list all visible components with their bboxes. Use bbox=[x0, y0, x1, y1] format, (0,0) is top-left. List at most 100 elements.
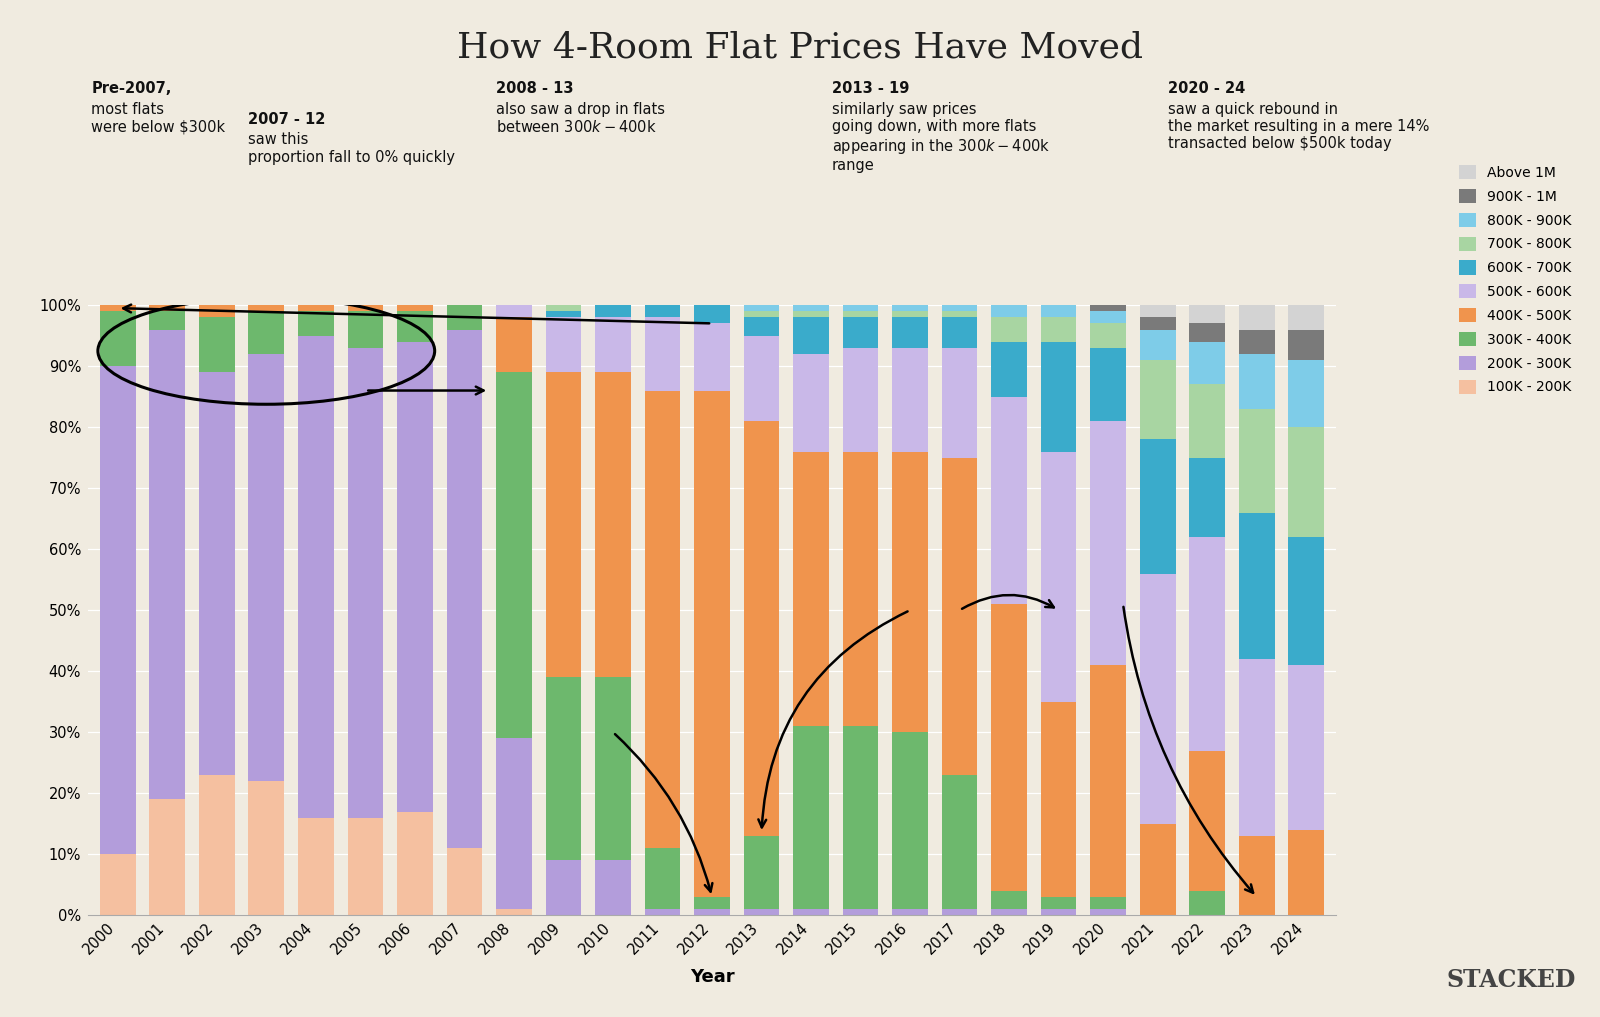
Bar bbox=[942, 458, 978, 775]
Bar bbox=[992, 604, 1027, 891]
Text: 2007 - 12: 2007 - 12 bbox=[248, 112, 325, 127]
Bar bbox=[248, 354, 285, 781]
Bar bbox=[694, 897, 730, 909]
Bar bbox=[744, 336, 779, 421]
Bar bbox=[893, 311, 928, 317]
Bar bbox=[992, 397, 1027, 604]
Bar bbox=[843, 909, 878, 915]
Bar bbox=[99, 854, 136, 915]
Bar bbox=[1042, 909, 1077, 915]
Bar bbox=[1238, 354, 1275, 409]
Bar bbox=[843, 305, 878, 311]
Bar bbox=[1090, 323, 1126, 348]
Bar bbox=[992, 317, 1027, 342]
Bar bbox=[942, 317, 978, 348]
Bar bbox=[992, 891, 1027, 909]
Bar bbox=[1090, 348, 1126, 421]
Bar bbox=[149, 311, 186, 330]
Bar bbox=[1042, 897, 1077, 909]
Bar bbox=[546, 311, 581, 317]
Bar bbox=[744, 836, 779, 909]
Text: Pre-2007,: Pre-2007, bbox=[91, 81, 171, 97]
Bar bbox=[198, 775, 235, 915]
Bar bbox=[1288, 427, 1325, 537]
Bar bbox=[1090, 897, 1126, 909]
Bar bbox=[546, 860, 581, 915]
Bar bbox=[744, 909, 779, 915]
Bar bbox=[99, 366, 136, 854]
Bar bbox=[794, 452, 829, 726]
Bar bbox=[1139, 439, 1176, 574]
Bar bbox=[794, 305, 829, 311]
Bar bbox=[397, 812, 432, 915]
Bar bbox=[397, 305, 432, 311]
X-axis label: Year: Year bbox=[690, 968, 734, 986]
Bar bbox=[794, 726, 829, 909]
Bar bbox=[1288, 830, 1325, 915]
Bar bbox=[198, 372, 235, 775]
Bar bbox=[1139, 305, 1176, 317]
Bar bbox=[347, 818, 382, 915]
Bar bbox=[843, 452, 878, 726]
Bar bbox=[893, 732, 928, 909]
Bar bbox=[397, 311, 432, 342]
Bar bbox=[1189, 305, 1226, 323]
Bar bbox=[794, 354, 829, 452]
Bar bbox=[198, 305, 235, 317]
Bar bbox=[1189, 891, 1226, 915]
Bar bbox=[546, 305, 581, 311]
Bar bbox=[1238, 305, 1275, 330]
Bar bbox=[1189, 751, 1226, 891]
Bar bbox=[1288, 665, 1325, 830]
Bar bbox=[942, 311, 978, 317]
Bar bbox=[347, 311, 382, 348]
Bar bbox=[1042, 317, 1077, 342]
Bar bbox=[198, 317, 235, 372]
Bar bbox=[347, 305, 382, 311]
Bar bbox=[496, 305, 531, 317]
Text: 2008 - 13: 2008 - 13 bbox=[496, 81, 573, 97]
Bar bbox=[1090, 311, 1126, 323]
Bar bbox=[942, 909, 978, 915]
Bar bbox=[942, 348, 978, 458]
Bar bbox=[1139, 574, 1176, 824]
Bar bbox=[1288, 305, 1325, 330]
Bar bbox=[744, 317, 779, 336]
Bar bbox=[595, 305, 630, 317]
Text: similarly saw prices
going down, with more flats
appearing in the $300k - $400k
: similarly saw prices going down, with mo… bbox=[832, 102, 1050, 173]
Text: How 4-Room Flat Prices Have Moved: How 4-Room Flat Prices Have Moved bbox=[458, 31, 1142, 64]
Bar bbox=[1042, 702, 1077, 897]
Bar bbox=[298, 305, 334, 311]
Text: most flats
were below $300k: most flats were below $300k bbox=[91, 102, 226, 134]
Bar bbox=[1042, 305, 1077, 317]
Bar bbox=[794, 317, 829, 354]
Bar bbox=[1189, 323, 1226, 342]
Bar bbox=[1189, 458, 1226, 537]
Bar bbox=[298, 336, 334, 818]
Text: 2020 - 24: 2020 - 24 bbox=[1168, 81, 1245, 97]
Bar bbox=[99, 305, 136, 311]
Bar bbox=[992, 342, 1027, 397]
Bar bbox=[1139, 317, 1176, 330]
Bar bbox=[1238, 409, 1275, 513]
Bar bbox=[694, 391, 730, 897]
Bar bbox=[1288, 360, 1325, 427]
Bar bbox=[496, 909, 531, 915]
Bar bbox=[942, 775, 978, 909]
Bar bbox=[1090, 305, 1126, 311]
Bar bbox=[744, 305, 779, 311]
Bar bbox=[1238, 659, 1275, 836]
Bar bbox=[893, 305, 928, 311]
Bar bbox=[595, 372, 630, 677]
Bar bbox=[645, 305, 680, 317]
Bar bbox=[843, 317, 878, 348]
Bar bbox=[843, 348, 878, 452]
Bar bbox=[546, 677, 581, 860]
Bar bbox=[1189, 342, 1226, 384]
Bar bbox=[248, 781, 285, 915]
Bar bbox=[1189, 384, 1226, 458]
Bar bbox=[1238, 513, 1275, 659]
Bar bbox=[1090, 665, 1126, 897]
Bar bbox=[694, 305, 730, 323]
Bar bbox=[1189, 537, 1226, 751]
